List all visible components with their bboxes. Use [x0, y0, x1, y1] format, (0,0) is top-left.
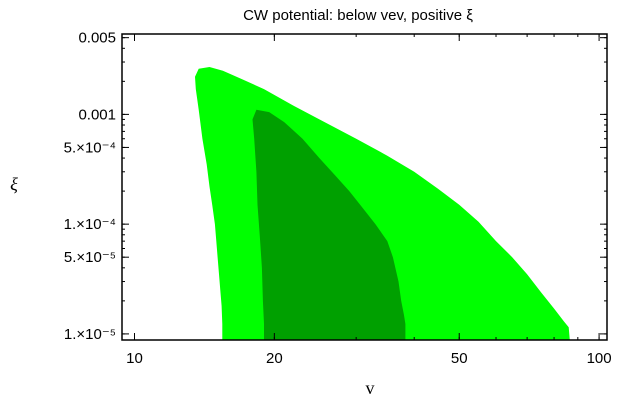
allowed-region-inner [252, 109, 406, 340]
y-tick-label: 1.×10⁻⁵ [64, 326, 116, 343]
y-axis-label: ξ [10, 174, 18, 194]
x-tick-label: 20 [266, 350, 283, 367]
y-tick-label: 5.×10⁻⁵ [64, 249, 116, 266]
y-tick-label: 0.001 [78, 106, 116, 123]
x-tick-label: 50 [451, 350, 468, 367]
plot-regions [195, 67, 570, 340]
x-tick-label: 100 [587, 350, 612, 367]
y-tick-label: 1.×10⁻⁴ [64, 216, 116, 233]
chart-title: CW potential: below vev, positive ξ [243, 7, 473, 24]
axis-ticks: 10 20 50 100 0.005 0.001 5.×10⁻⁴ 1.×10⁻⁴ 5.×10⁻⁵… [64, 30, 612, 367]
x-axis-label: v [366, 378, 375, 398]
x-tick-label: 10 [126, 350, 143, 367]
y-tick-label: 5.×10⁻⁴ [64, 139, 116, 156]
plot-frame [121, 33, 608, 341]
y-tick-label: 0.005 [78, 30, 116, 47]
